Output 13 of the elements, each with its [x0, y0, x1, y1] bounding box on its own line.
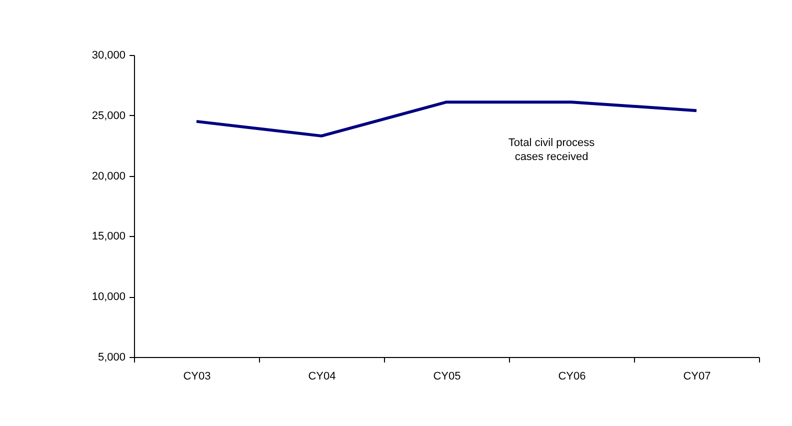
y-tick-label: 5,000	[98, 352, 126, 364]
x-tick-label: CY04	[308, 370, 336, 382]
x-tick-label: CY03	[183, 370, 211, 382]
y-tick-label: 20,000	[92, 170, 126, 182]
x-tick-label: CY07	[683, 370, 711, 382]
y-tick-label: 15,000	[92, 230, 126, 243]
text: Total civil process cases received	[508, 137, 596, 163]
y-tick-label: 10,000	[92, 291, 126, 304]
y-tick-label: 30,000	[92, 50, 126, 62]
line-series	[195, 100, 698, 138]
x-tick-label: CY05	[433, 370, 461, 382]
y-tick-label: 25,000	[92, 110, 126, 122]
x-tick-label: CY06	[558, 370, 586, 382]
